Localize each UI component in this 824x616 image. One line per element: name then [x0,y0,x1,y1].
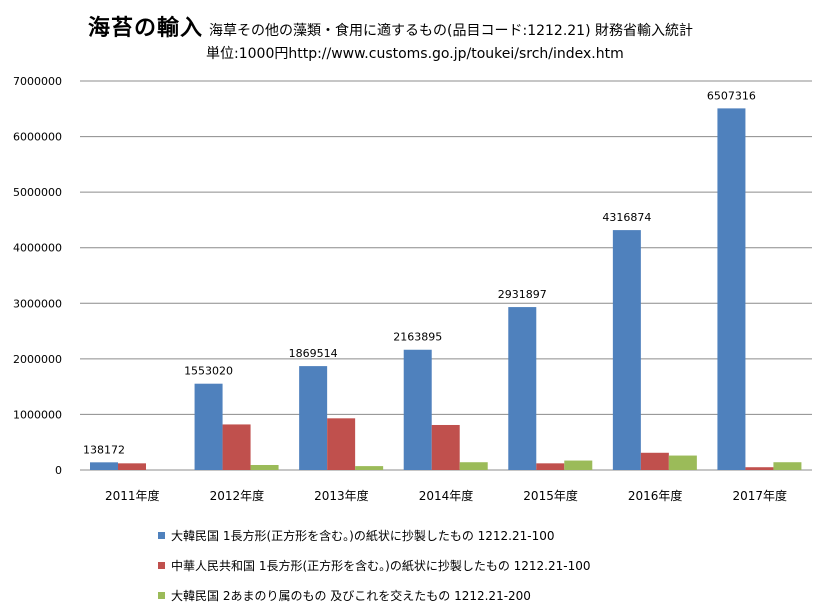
y-tick-label: 0 [55,464,62,477]
legend-label-2: 大韓民国 2あまのり属のもの 及びこれを交えたもの 1212.21-200 [171,588,531,603]
data-label: 6507316 [707,89,756,102]
y-tick-label: 4000000 [13,242,62,255]
chart-subtitle: 海草その他の藻類・食用に適するもの(品目コード:1212.21) 財務省輸入統計 [209,23,693,39]
data-label: 4316874 [602,211,651,224]
data-label: 1553020 [184,365,233,378]
bar-series1 [431,424,460,470]
bar-series0 [90,462,118,470]
bar-series2 [773,462,802,470]
legend-label-1: 中華人民共和国 1長方形(正方形を含む。)の紙状に抄製したもの 1212.21-… [171,558,591,573]
x-tick-label: 2014年度 [419,488,474,503]
bar-series2 [250,464,279,470]
bar-series1 [745,467,774,470]
y-tick-label: 5000000 [13,186,62,199]
y-tick-label: 7000000 [13,75,62,88]
legend-swatch-0 [158,531,165,539]
data-label: 1869514 [289,347,338,360]
bar-series1 [640,452,669,470]
y-tick-label: 2000000 [13,353,62,366]
unit-note: 単位:1000円http://www.customs.go.jp/toukei/… [206,46,624,62]
x-tick-label: 2011年度 [105,488,160,503]
bar-series1 [222,424,251,470]
bar-series2 [668,455,697,470]
legend-label-0: 大韓民国 1長方形(正方形を含む。)の紙状に抄製したもの 1212.21-100 [171,528,555,543]
data-label: 138172 [83,443,125,456]
chart-title: 海苔の輸入 [88,16,204,41]
title-row: 海苔の輸入 海草その他の藻類・食用に適するもの(品目コード:1212.21) 財務… [88,10,693,42]
bar-series0 [612,230,641,470]
legend-item-0: 大韓民国 1長方形(正方形を含む。)の紙状に抄製したもの 1212.21-100 [158,526,591,544]
bar-series0 [299,366,328,470]
legend: 大韓民国 1長方形(正方形を含む。)の紙状に抄製したもの 1212.21-100… [158,526,591,616]
legend-item-2: 大韓民国 2あまのり属のもの 及びこれを交えたもの 1212.21-200 [158,586,591,604]
data-label: 2163895 [393,331,442,344]
bar-series2 [355,466,384,470]
bar-series0 [717,108,746,470]
data-label: 2931897 [498,288,547,301]
bar-series2 [459,462,488,470]
bar-series0 [508,307,537,470]
bar-series1 [536,463,565,470]
y-tick-label: 1000000 [13,408,62,421]
x-tick-label: 2016年度 [628,488,683,503]
bar-series2 [564,460,593,470]
bar-series0 [403,349,432,470]
legend-swatch-2 [158,591,165,599]
legend-item-1: 中華人民共和国 1長方形(正方形を含む。)の紙状に抄製したもの 1212.21-… [158,556,591,574]
y-tick-label: 3000000 [13,297,62,310]
x-tick-label: 2013年度 [314,488,369,503]
legend-swatch-1 [158,561,165,569]
y-tick-label: 6000000 [13,131,62,144]
bar-series1 [118,463,146,470]
bar-series1 [327,418,356,470]
bar-series0 [194,383,223,470]
x-tick-label: 2012年度 [210,488,265,503]
x-tick-label: 2017年度 [732,488,787,503]
x-tick-label: 2015年度 [523,488,578,503]
